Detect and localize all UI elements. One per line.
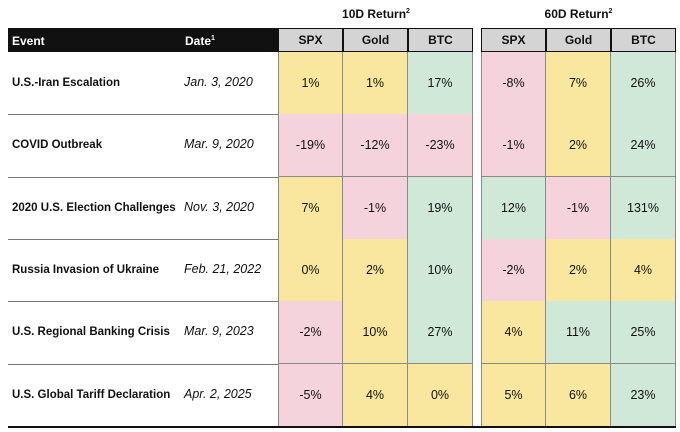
row-separator [8,114,278,116]
return-cell-r10-spx: -19% [278,114,343,178]
return-cell-r10-gold: 1% [343,52,408,115]
return-cell-r60-btc: 23% [611,363,676,427]
return-cell-r10-gold: -12% [343,114,408,178]
group-title-60d: 60D Return2 [544,7,613,21]
return-cell-r60-spx: -8% [481,52,546,115]
return-cell-r10-gold: -1% [343,176,408,240]
return-cell-r10-btc: 17% [408,52,473,115]
row-event: U.S. Global Tariff Declaration [12,388,171,401]
row-event: 2020 U.S. Election Challenges [12,201,176,214]
return-cell-r10-spx: 1% [278,52,343,115]
return-cell-r10-btc: 19% [408,176,473,240]
return-cell-r60-spx: -2% [481,238,546,302]
header-event: Event [12,34,45,48]
return-cell-r60-gold: 6% [546,363,611,427]
return-cell-r60-spx: 12% [481,176,546,240]
col-header-10d-0: SPX [278,28,343,52]
col-header-60d-2: BTC [611,28,676,52]
header-date: Date1 [185,34,215,48]
return-cell-r10-gold: 10% [343,301,408,365]
row-separator [8,238,278,240]
row-date: Jan. 3, 2020 [184,75,253,90]
group-title-10d: 10D Return2 [342,7,410,21]
table-bottom-rule [8,426,676,428]
return-cell-r10-gold: 2% [343,238,408,302]
row-event: COVID Outbreak [12,139,103,152]
header-bar: Event Date1 [8,28,278,52]
row-date: Mar. 9, 2023 [184,324,254,339]
return-cell-r60-gold: 2% [546,238,611,302]
row-separator [8,301,278,303]
row-date: Apr. 2, 2025 [184,386,252,401]
return-cell-r10-btc: 10% [408,238,473,302]
row-event: Russia Invasion of Ukraine [12,264,159,277]
return-cell-r10-spx: -2% [278,301,343,365]
return-cell-r60-gold: 2% [546,114,611,178]
return-cell-r10-spx: 0% [278,238,343,302]
return-cell-r10-gold: 4% [343,363,408,427]
return-cell-r60-btc: 25% [611,301,676,365]
return-cell-r10-spx: -5% [278,363,343,427]
row-event: U.S. Regional Banking Crisis [12,326,170,339]
row-separator [8,176,278,178]
row-date: Feb. 21, 2022 [184,262,262,277]
return-cell-r60-gold: -1% [546,176,611,240]
return-cell-r60-spx: -1% [481,114,546,178]
return-cell-r60-spx: 4% [481,301,546,365]
row-date: Mar. 9, 2020 [184,137,254,152]
col-header-10d-2: BTC [408,28,473,52]
return-cell-r10-btc: -23% [408,114,473,178]
row-separator [8,363,278,365]
return-cell-r60-spx: 5% [481,363,546,427]
row-date: Nov. 3, 2020 [184,199,254,214]
row-event: U.S.-Iran Escalation [12,77,121,90]
return-cell-r60-btc: 24% [611,114,676,178]
return-cell-r60-btc: 26% [611,52,676,115]
return-cell-r60-gold: 11% [546,301,611,365]
return-cell-r10-btc: 0% [408,363,473,427]
return-cell-r60-gold: 7% [546,52,611,115]
col-header-60d-0: SPX [481,28,546,52]
return-cell-r10-btc: 27% [408,301,473,365]
return-cell-r60-btc: 131% [611,176,676,240]
return-cell-r60-btc: 4% [611,238,676,302]
col-header-10d-1: Gold [343,28,408,52]
return-cell-r10-spx: 7% [278,176,343,240]
col-header-60d-1: Gold [546,28,611,52]
